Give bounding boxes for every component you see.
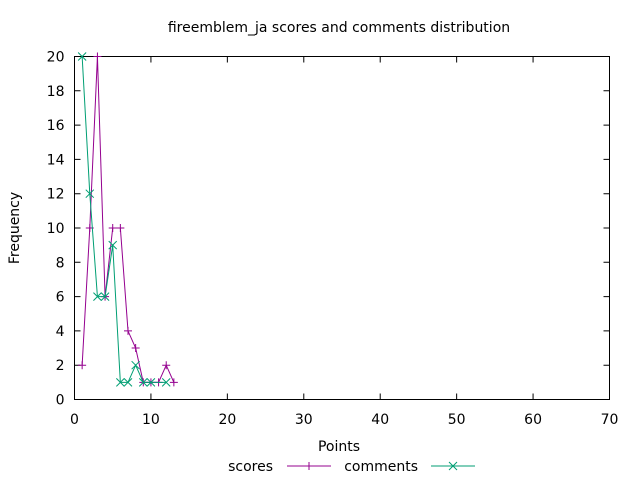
data-point	[78, 361, 87, 370]
y-tick-label: 20	[47, 50, 65, 66]
data-point	[100, 292, 110, 301]
x-tick-label: 30	[295, 412, 313, 428]
plot-frame	[74, 56, 610, 400]
legend-label: scores	[228, 459, 273, 475]
y-tick-label: 18	[47, 84, 65, 100]
data-point	[131, 360, 140, 370]
data-point	[116, 224, 125, 232]
x-tick-label: 20	[218, 412, 236, 428]
x-tick-label: 40	[371, 412, 389, 428]
data-point	[93, 292, 102, 301]
data-point	[116, 377, 125, 387]
y-tick-label: 2	[56, 358, 65, 374]
data-point	[77, 52, 87, 61]
data-point	[108, 224, 117, 232]
data-point	[123, 377, 133, 387]
series-comments	[77, 52, 171, 387]
x-tick-label: 60	[524, 412, 542, 428]
axis-ticks: 0 10 20 30 40 50 60 70 0 2 4 6 8 10 12 14 16 18 20	[47, 50, 619, 429]
chart-title: fireemblem_ja scores and comments distri…	[168, 20, 510, 36]
series-scores	[78, 52, 178, 387]
data-point	[124, 326, 132, 335]
legend-marker	[305, 462, 313, 470]
x-tick-label: 50	[448, 412, 466, 428]
y-axis-title: Frequency	[7, 192, 23, 264]
data-point	[108, 240, 118, 250]
data-point	[161, 377, 171, 387]
y-tick-label: 6	[56, 290, 65, 306]
legend-label: comments	[344, 459, 418, 475]
data-point	[93, 52, 102, 61]
x-tick-label: 70	[601, 412, 619, 428]
data-point	[85, 189, 95, 199]
y-tick-label: 12	[47, 187, 65, 203]
x-tick-label: 0	[70, 412, 79, 428]
x-axis-title: Points	[318, 439, 360, 455]
y-tick-label: 10	[47, 221, 65, 237]
y-tick-label: 4	[56, 324, 65, 340]
legend-marker	[448, 461, 458, 471]
y-tick-label: 8	[56, 255, 65, 271]
data-point	[169, 378, 178, 387]
data-point	[138, 377, 148, 387]
data-point	[146, 377, 156, 387]
x-tick-label: 10	[142, 412, 160, 428]
data-point	[162, 361, 171, 370]
y-tick-label: 14	[47, 152, 65, 168]
y-tick-label: 0	[56, 393, 65, 409]
data-point	[131, 344, 140, 353]
series-layer	[77, 52, 178, 387]
legend: scores comments	[228, 459, 475, 475]
y-tick-label: 16	[47, 118, 65, 134]
